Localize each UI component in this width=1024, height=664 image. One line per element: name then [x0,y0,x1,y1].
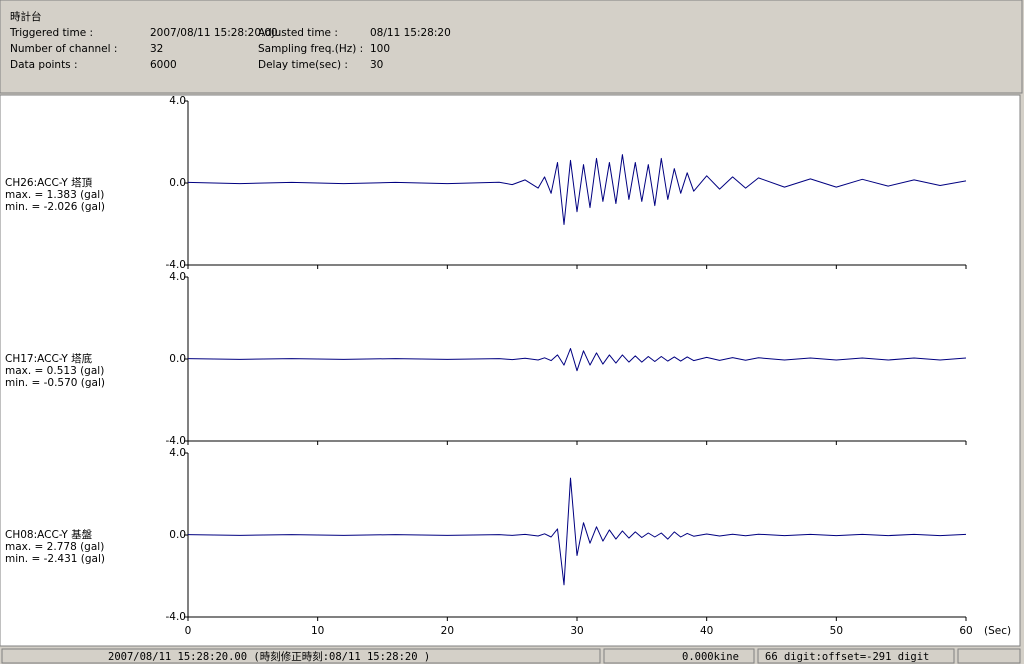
y-tick-label: -4.0 [166,435,187,447]
y-tick-label: 4.0 [169,95,186,107]
field-value: 32 [150,43,163,55]
field-label: Delay time(sec) : [258,59,348,71]
status-velocity: 0.000kine [682,651,739,663]
channel-min: min. = -0.570 (gal) [5,377,105,389]
y-tick-label: 4.0 [169,271,186,283]
status-cell [957,648,1021,664]
x-tick-label: 60 [959,625,972,637]
field-value: 100 [370,43,390,55]
status-cell [603,648,755,664]
plot-area [0,94,1021,647]
channel-min: min. = -2.431 (gal) [5,553,105,565]
channel-name: CH17:ACC-Y 塔底 [5,352,93,365]
x-axis-label: (Sec) [984,625,1011,637]
status-cell [1,648,601,664]
field-label: Data points : [10,59,78,71]
x-tick-label: 0 [185,625,192,637]
y-tick-label: 0.0 [169,529,186,541]
y-tick-label: 0.0 [169,353,186,365]
waveform [187,348,967,372]
field-label: Number of channel : [10,43,117,55]
x-tick-label: 50 [830,625,843,637]
status-cell [757,648,955,664]
x-tick-label: 10 [311,625,324,637]
field-value: 08/11 15:28:20 [370,27,451,39]
header-panel [0,0,1023,94]
y-tick-label: 4.0 [169,447,186,459]
field-label: Triggered time : [9,27,93,39]
channel-name: CH08:ACC-Y 基盤 [5,528,93,541]
channel-max: max. = 1.383 (gal) [5,189,104,201]
field-value: 30 [370,59,383,71]
status-time: 2007/08/11 15:28:20.00 (時刻修正時刻:08/11 15:… [108,650,430,663]
channel-max: max. = 0.513 (gal) [5,365,104,377]
waveform [187,477,967,586]
field-value: 6000 [150,59,177,71]
channel-name: CH26:ACC-Y 塔頂 [5,176,93,189]
x-tick-label: 40 [700,625,713,637]
y-tick-label: 0.0 [169,177,186,189]
field-label: Sampling freq.(Hz) : [258,43,363,55]
field-label: Adjusted time : [258,27,338,39]
field-value: 2007/08/11 15:28:20.00 [150,27,278,39]
x-tick-label: 30 [570,625,583,637]
x-tick-label: 20 [441,625,454,637]
status-bar [0,648,1024,664]
y-tick-label: -4.0 [166,611,187,623]
channel-max: max. = 2.778 (gal) [5,541,104,553]
status-digit: 66 digit:offset=-291 digit [765,651,929,663]
channel-min: min. = -2.026 (gal) [5,201,105,213]
header-title: 時計台 [10,10,42,23]
waveform [187,154,967,225]
y-tick-label: -4.0 [166,259,187,271]
